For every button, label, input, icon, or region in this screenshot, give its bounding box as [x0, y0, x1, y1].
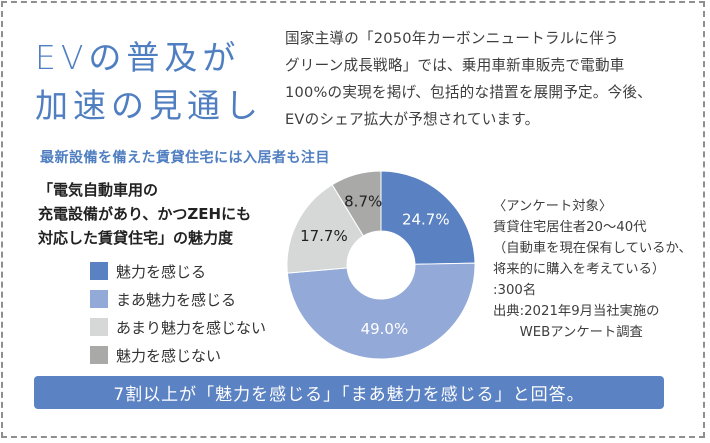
section-subheading: 最新設備を備えた賃貸住宅には入居者も注目 — [40, 150, 330, 166]
intro-line: 100%の実現を掲げ、包括的な措置を展開予定。今後、 — [285, 84, 652, 101]
survey-source: 出典:2021年9月当社実施の — [493, 304, 660, 319]
donut-segment — [286, 183, 365, 274]
intro-line: EVのシェア拡大が予想されています。 — [285, 111, 540, 128]
legend-label: 魅力を感じない — [116, 346, 222, 365]
donut-chart: 24.7% 49.0% 17.7% 8.7% — [286, 170, 476, 360]
survey-heading: 〈アンケート対象〉 — [493, 199, 613, 214]
legend-item: 魅力を感じる — [90, 257, 266, 285]
page-title: EVの普及が 加速の見通し — [35, 34, 263, 130]
legend-label: 魅力を感じる — [116, 262, 207, 281]
legend-swatch — [90, 346, 108, 364]
survey-line: :300名 — [493, 283, 537, 298]
legend-item: 魅力を感じない — [90, 341, 266, 369]
intro-paragraph: 国家主導の「2050年カーボンニュートラルに伴う グリーン成長戦略」では、乗用車… — [285, 25, 705, 133]
intro-line: 国家主導の「2050年カーボンニュートラルに伴う — [285, 30, 619, 47]
survey-line: 将来的に購入を考えている） — [493, 262, 666, 277]
conclusion-banner: 7割以上が「魅力を感じる」「まあ魅力を感じる」と回答。 — [34, 376, 664, 409]
chart-title: 「電気自動車用の 充電設備があり、かつZEHにも 対応した賃貸住宅」の魅力度 — [38, 178, 251, 250]
survey-line: （自動車を現在保有しているか、 — [493, 241, 692, 256]
donut-value-label: 8.7% — [344, 192, 382, 210]
chart-title-line: 充電設備があり、かつZEHにも — [38, 205, 252, 223]
title-line-2: 加速の見通し — [35, 86, 263, 125]
legend-item: あまり魅力を感じない — [90, 313, 266, 341]
donut-value-label: 24.7% — [402, 210, 450, 228]
survey-source: WEBアンケート調査 — [493, 325, 643, 340]
donut-segment — [331, 170, 382, 237]
donut-value-label: 49.0% — [361, 320, 409, 338]
intro-line: グリーン成長戦略」では、乗用車新車販売で電動車 — [285, 57, 625, 74]
chart-title-line: 「電気自動車用の — [38, 181, 159, 199]
donut-value-label: 17.7% — [300, 227, 348, 245]
donut-segment — [380, 170, 476, 265]
legend-label: あまり魅力を感じない — [116, 318, 267, 337]
survey-info: 〈アンケート対象〉 賃貸住宅居住者20～40代 （自動車を現在保有しているか、 … — [493, 196, 692, 343]
chart-legend: 魅力を感じる まあ魅力を感じる あまり魅力を感じない 魅力を感じない — [90, 257, 266, 369]
legend-swatch — [90, 262, 108, 280]
legend-item: まあ魅力を感じる — [90, 285, 266, 313]
chart-title-line: 対応した賃貸住宅」の魅力度 — [38, 229, 234, 247]
legend-swatch — [90, 290, 108, 308]
survey-line: 賃貸住宅居住者20～40代 — [493, 220, 647, 235]
legend-swatch — [90, 318, 108, 336]
legend-label: まあ魅力を感じる — [116, 290, 237, 309]
title-line-1: EVの普及が — [35, 38, 241, 77]
dashed-frame — [1, 1, 705, 438]
donut-segment — [286, 262, 476, 360]
